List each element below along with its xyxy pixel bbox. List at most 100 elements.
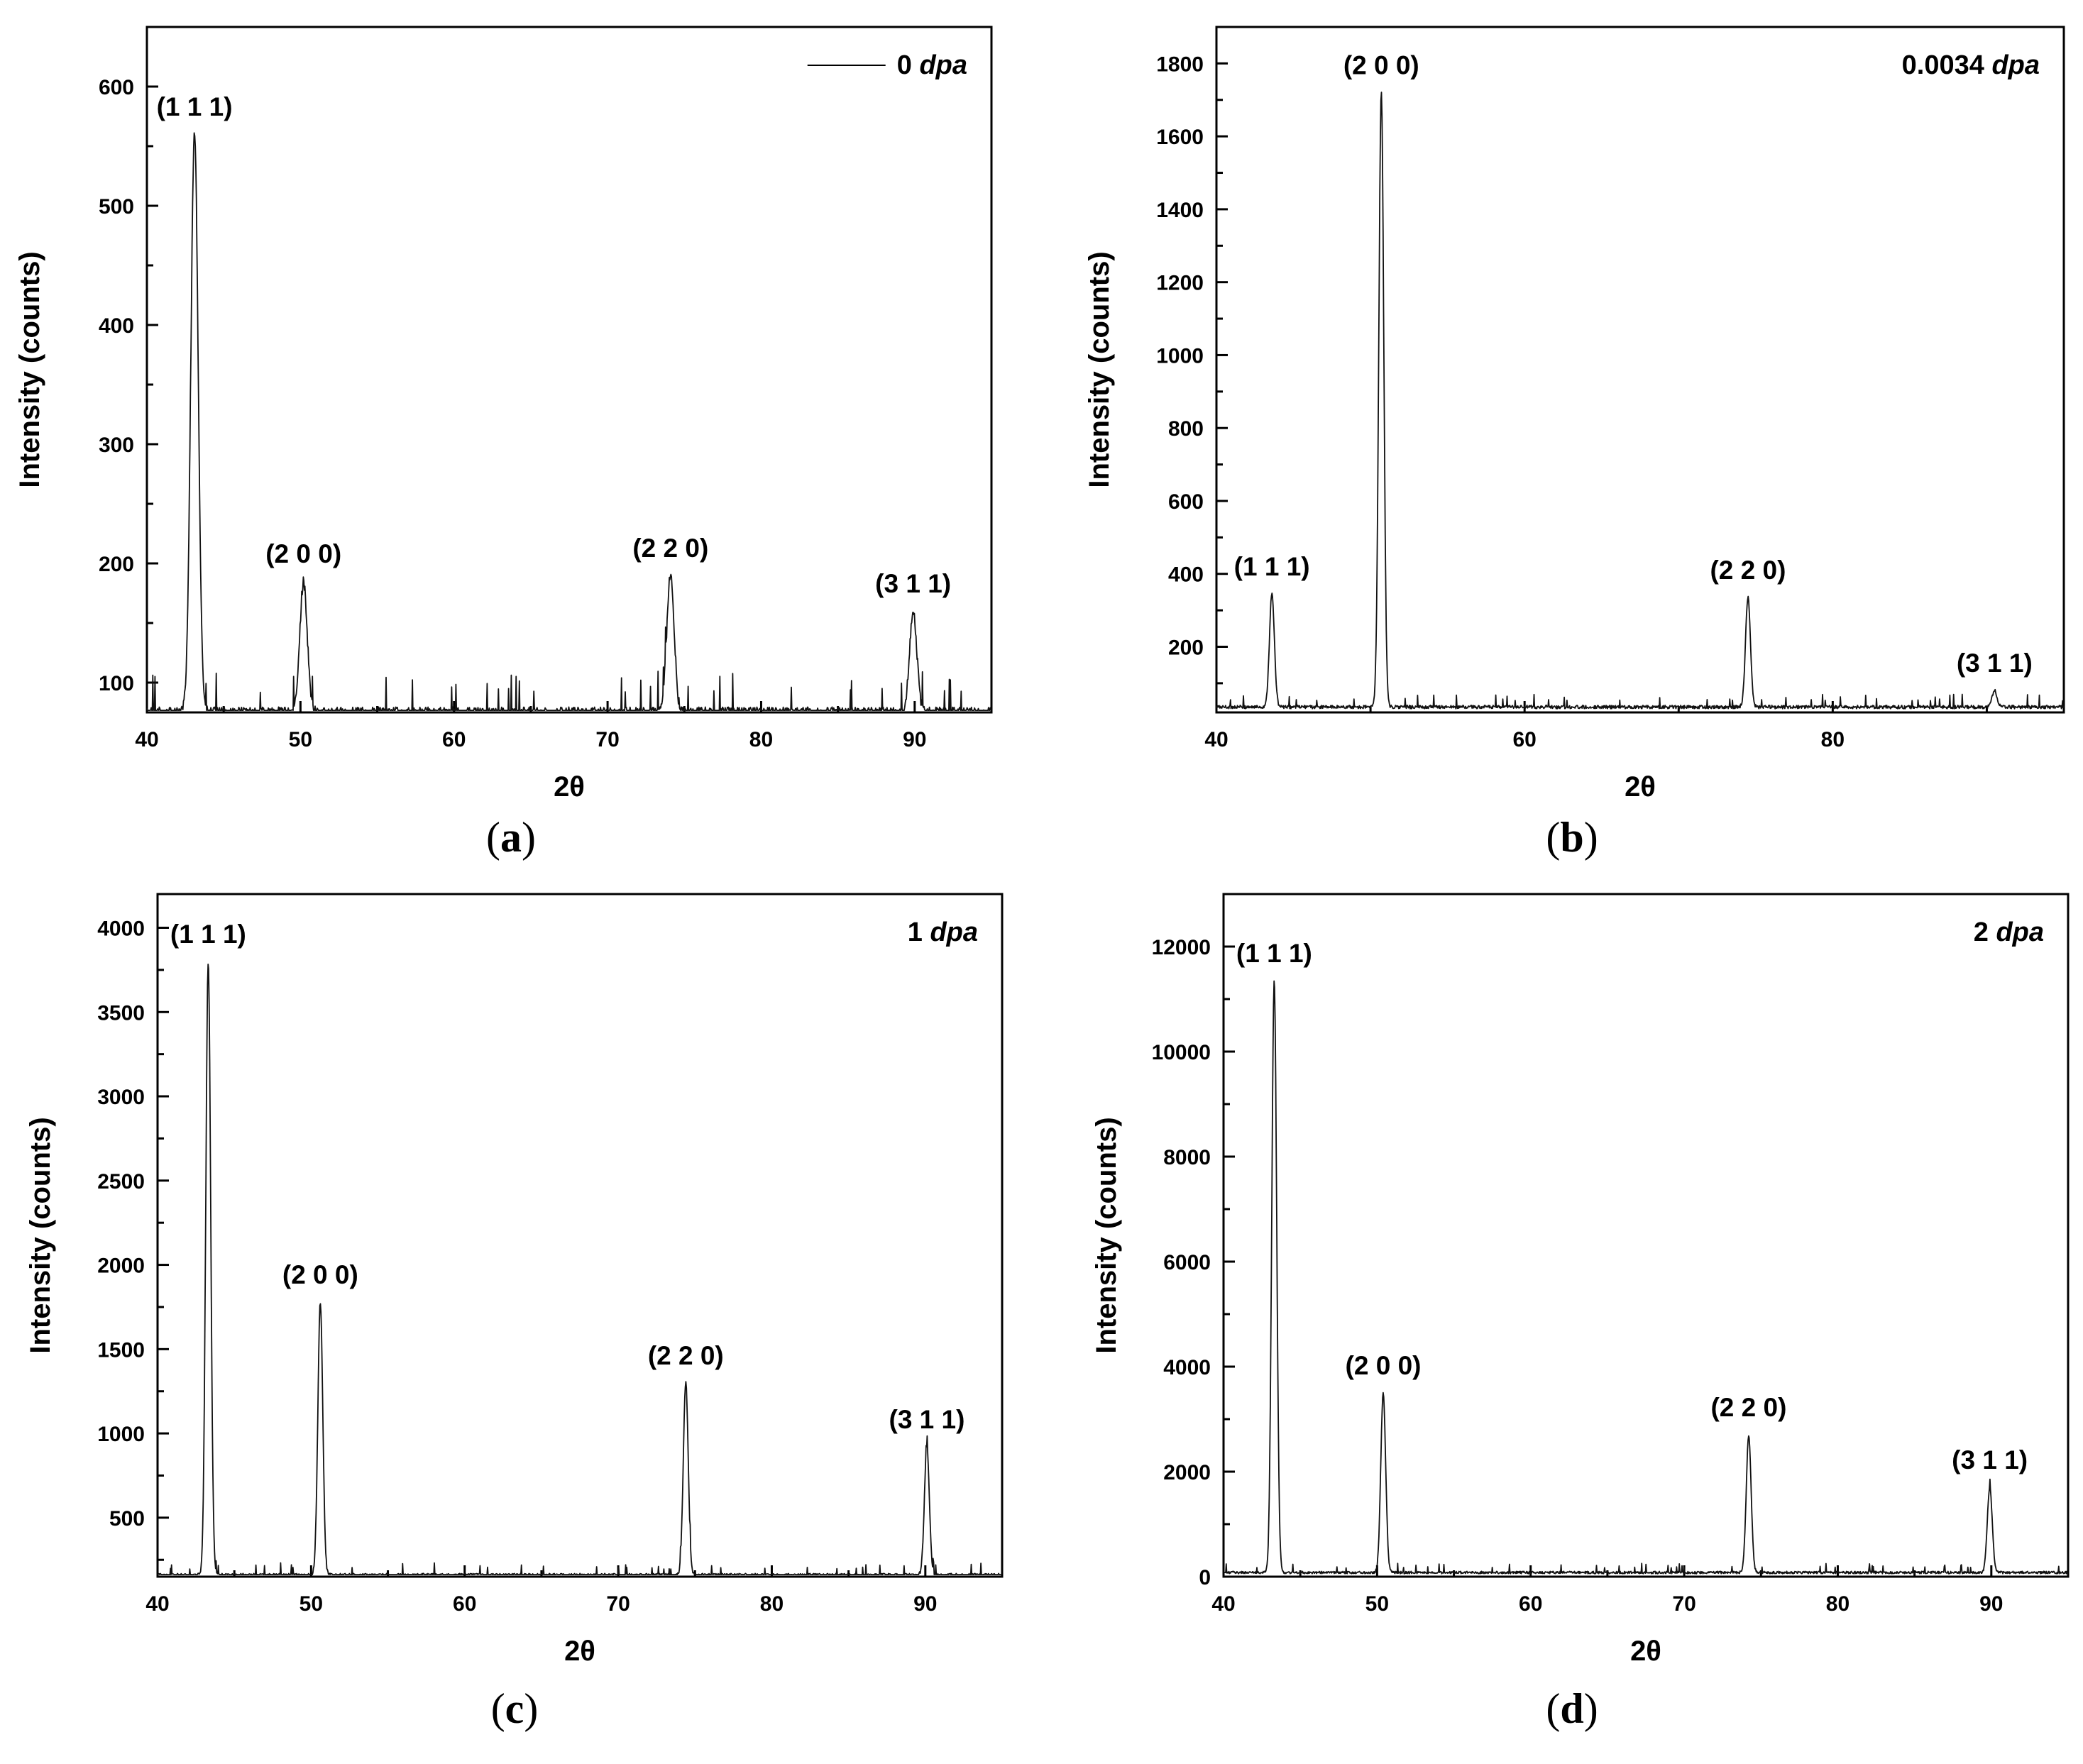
plot-frame [156, 893, 1004, 1578]
plot-frame [145, 26, 993, 714]
legend-dose-value: 0 [897, 50, 920, 80]
legend-dose-unit: dpa [930, 917, 978, 947]
caption-close-paren: ) [524, 1685, 538, 1732]
peak-label: (2 2 0) [632, 534, 708, 563]
x-tick-label: 60 [442, 728, 466, 751]
x-tick-label: 50 [1365, 1592, 1389, 1616]
y-tick-label: 2500 [97, 1170, 145, 1194]
legend-dose-unit: dpa [1996, 917, 2044, 947]
peak-label: (2 0 0) [282, 1260, 358, 1289]
x-tick-label: 60 [1512, 728, 1536, 751]
y-axis-title: Intensity (counts) [25, 1117, 56, 1353]
y-tick-label: 3500 [97, 1001, 145, 1025]
x-tick-label: 80 [760, 1592, 784, 1616]
y-tick-label: 3000 [97, 1086, 145, 1109]
legend-entry: 2 dpa [1974, 917, 2044, 947]
y-tick-label: 300 [99, 434, 134, 457]
y-tick-label: 1800 [1156, 53, 1204, 76]
caption-open-paren: ( [1546, 814, 1560, 861]
y-tick-label: 600 [99, 76, 134, 99]
plot-frame [1222, 893, 2070, 1578]
y-axis-title: Intensity (counts) [1091, 1117, 1122, 1353]
legend-dose-unit: dpa [1991, 50, 2040, 80]
peak-label: (1 1 1) [170, 920, 246, 949]
x-tick-label: 80 [749, 728, 773, 751]
legend-entry: 1 dpa [908, 917, 978, 947]
x-tick-label: 40 [145, 1592, 169, 1616]
y-tick-label: 600 [1168, 490, 1204, 514]
peak-label: (3 1 1) [889, 1405, 965, 1434]
chart-panel-a: 40 50 60 70 80 90 100 200 300 400 500 600 2θ Intensit… [14, 26, 993, 861]
y-tick-label: 200 [1168, 636, 1204, 660]
legend-dose-value: 1 [908, 917, 930, 947]
panel-caption: (d) [1546, 1685, 1598, 1732]
y-tick-label: 2000 [1163, 1461, 1211, 1484]
peak-label: (2 0 0) [265, 539, 341, 568]
caption-open-paren: ( [491, 1685, 505, 1732]
panel-caption: (a) [486, 814, 536, 861]
y-tick-label: 2000 [97, 1255, 145, 1278]
caption-letter: d [1560, 1685, 1583, 1732]
caption-letter: a [500, 814, 522, 861]
y-tick-label: 4000 [1163, 1356, 1211, 1379]
peak-label: (1 1 1) [1234, 552, 1310, 581]
y-tick-label: 1200 [1156, 272, 1204, 295]
x-axis-title: 2θ [1630, 1636, 1661, 1667]
y-tick-label: 500 [109, 1507, 145, 1531]
y-tick-label: 0 [1199, 1566, 1211, 1589]
peak-label: (2 0 0) [1346, 1351, 1422, 1380]
x-tick-label: 70 [595, 728, 619, 751]
caption-letter: c [505, 1685, 524, 1732]
x-tick-label: 40 [135, 728, 158, 751]
y-tick-label: 6000 [1163, 1251, 1211, 1274]
y-tick-label: 1600 [1156, 126, 1204, 149]
caption-letter: b [1560, 814, 1583, 861]
y-tick-label: 1000 [1156, 344, 1204, 368]
series-line [146, 132, 992, 711]
peak-label: (1 1 1) [157, 92, 233, 121]
x-tick-label: 70 [606, 1592, 630, 1616]
peak-label: (2 2 0) [648, 1341, 724, 1370]
x-tick-label: 40 [1204, 728, 1228, 751]
peak-label: (1 1 1) [1236, 939, 1312, 968]
x-tick-label: 50 [289, 728, 312, 751]
series-line [1223, 980, 2068, 1575]
caption-open-paren: ( [486, 814, 500, 861]
peak-label: (3 1 1) [1952, 1445, 2028, 1474]
peak-label: (3 1 1) [875, 569, 951, 598]
caption-close-paren: ) [1584, 814, 1598, 861]
panel-caption: (c) [491, 1685, 539, 1732]
x-tick-label: 90 [903, 728, 926, 751]
x-tick-label: 90 [913, 1592, 937, 1616]
y-axis-title: Intensity (counts) [14, 251, 45, 487]
y-tick-label: 8000 [1163, 1146, 1211, 1169]
x-tick-label: 90 [1979, 1592, 2003, 1616]
peak-label: (2 2 0) [1710, 556, 1786, 585]
caption-close-paren: ) [1584, 1685, 1598, 1732]
x-axis-title: 2θ [564, 1636, 595, 1667]
x-tick-label: 60 [453, 1592, 476, 1616]
y-tick-label: 200 [99, 553, 134, 576]
x-tick-label: 80 [1826, 1592, 1850, 1616]
x-axis-title: 2θ [554, 771, 585, 803]
y-tick-label: 1000 [97, 1423, 145, 1446]
x-axis-title: 2θ [1625, 771, 1656, 803]
y-tick-label: 10000 [1152, 1041, 1211, 1064]
y-axis-title: Intensity (counts) [1084, 251, 1115, 487]
x-tick-label: 40 [1211, 1592, 1235, 1616]
chart-panel-c: 40 50 60 70 80 90 500 1000 1500 2000 2500 3000 3500 4… [25, 893, 1004, 1732]
caption-open-paren: ( [1546, 1685, 1560, 1732]
chart-panel-d: 40 50 60 70 80 90 0 2000 4000 6000 8000 10000 12000 2… [1091, 893, 2070, 1732]
legend-dose-value: 0.0034 [1902, 50, 1992, 80]
legend-entry: 0.0034 dpa [1902, 50, 2040, 80]
y-tick-label: 100 [99, 672, 134, 695]
chart-panel-b: 40 60 80 200 400 600 800 1000 1200 1400 1600 1800 2θ… [1084, 26, 2065, 861]
series-line [1216, 92, 2065, 710]
x-tick-label: 60 [1519, 1592, 1542, 1616]
caption-close-paren: ) [522, 814, 536, 861]
y-tick-label: 400 [1168, 563, 1204, 587]
peak-label: (2 0 0) [1343, 50, 1419, 79]
y-tick-label: 12000 [1152, 936, 1211, 959]
